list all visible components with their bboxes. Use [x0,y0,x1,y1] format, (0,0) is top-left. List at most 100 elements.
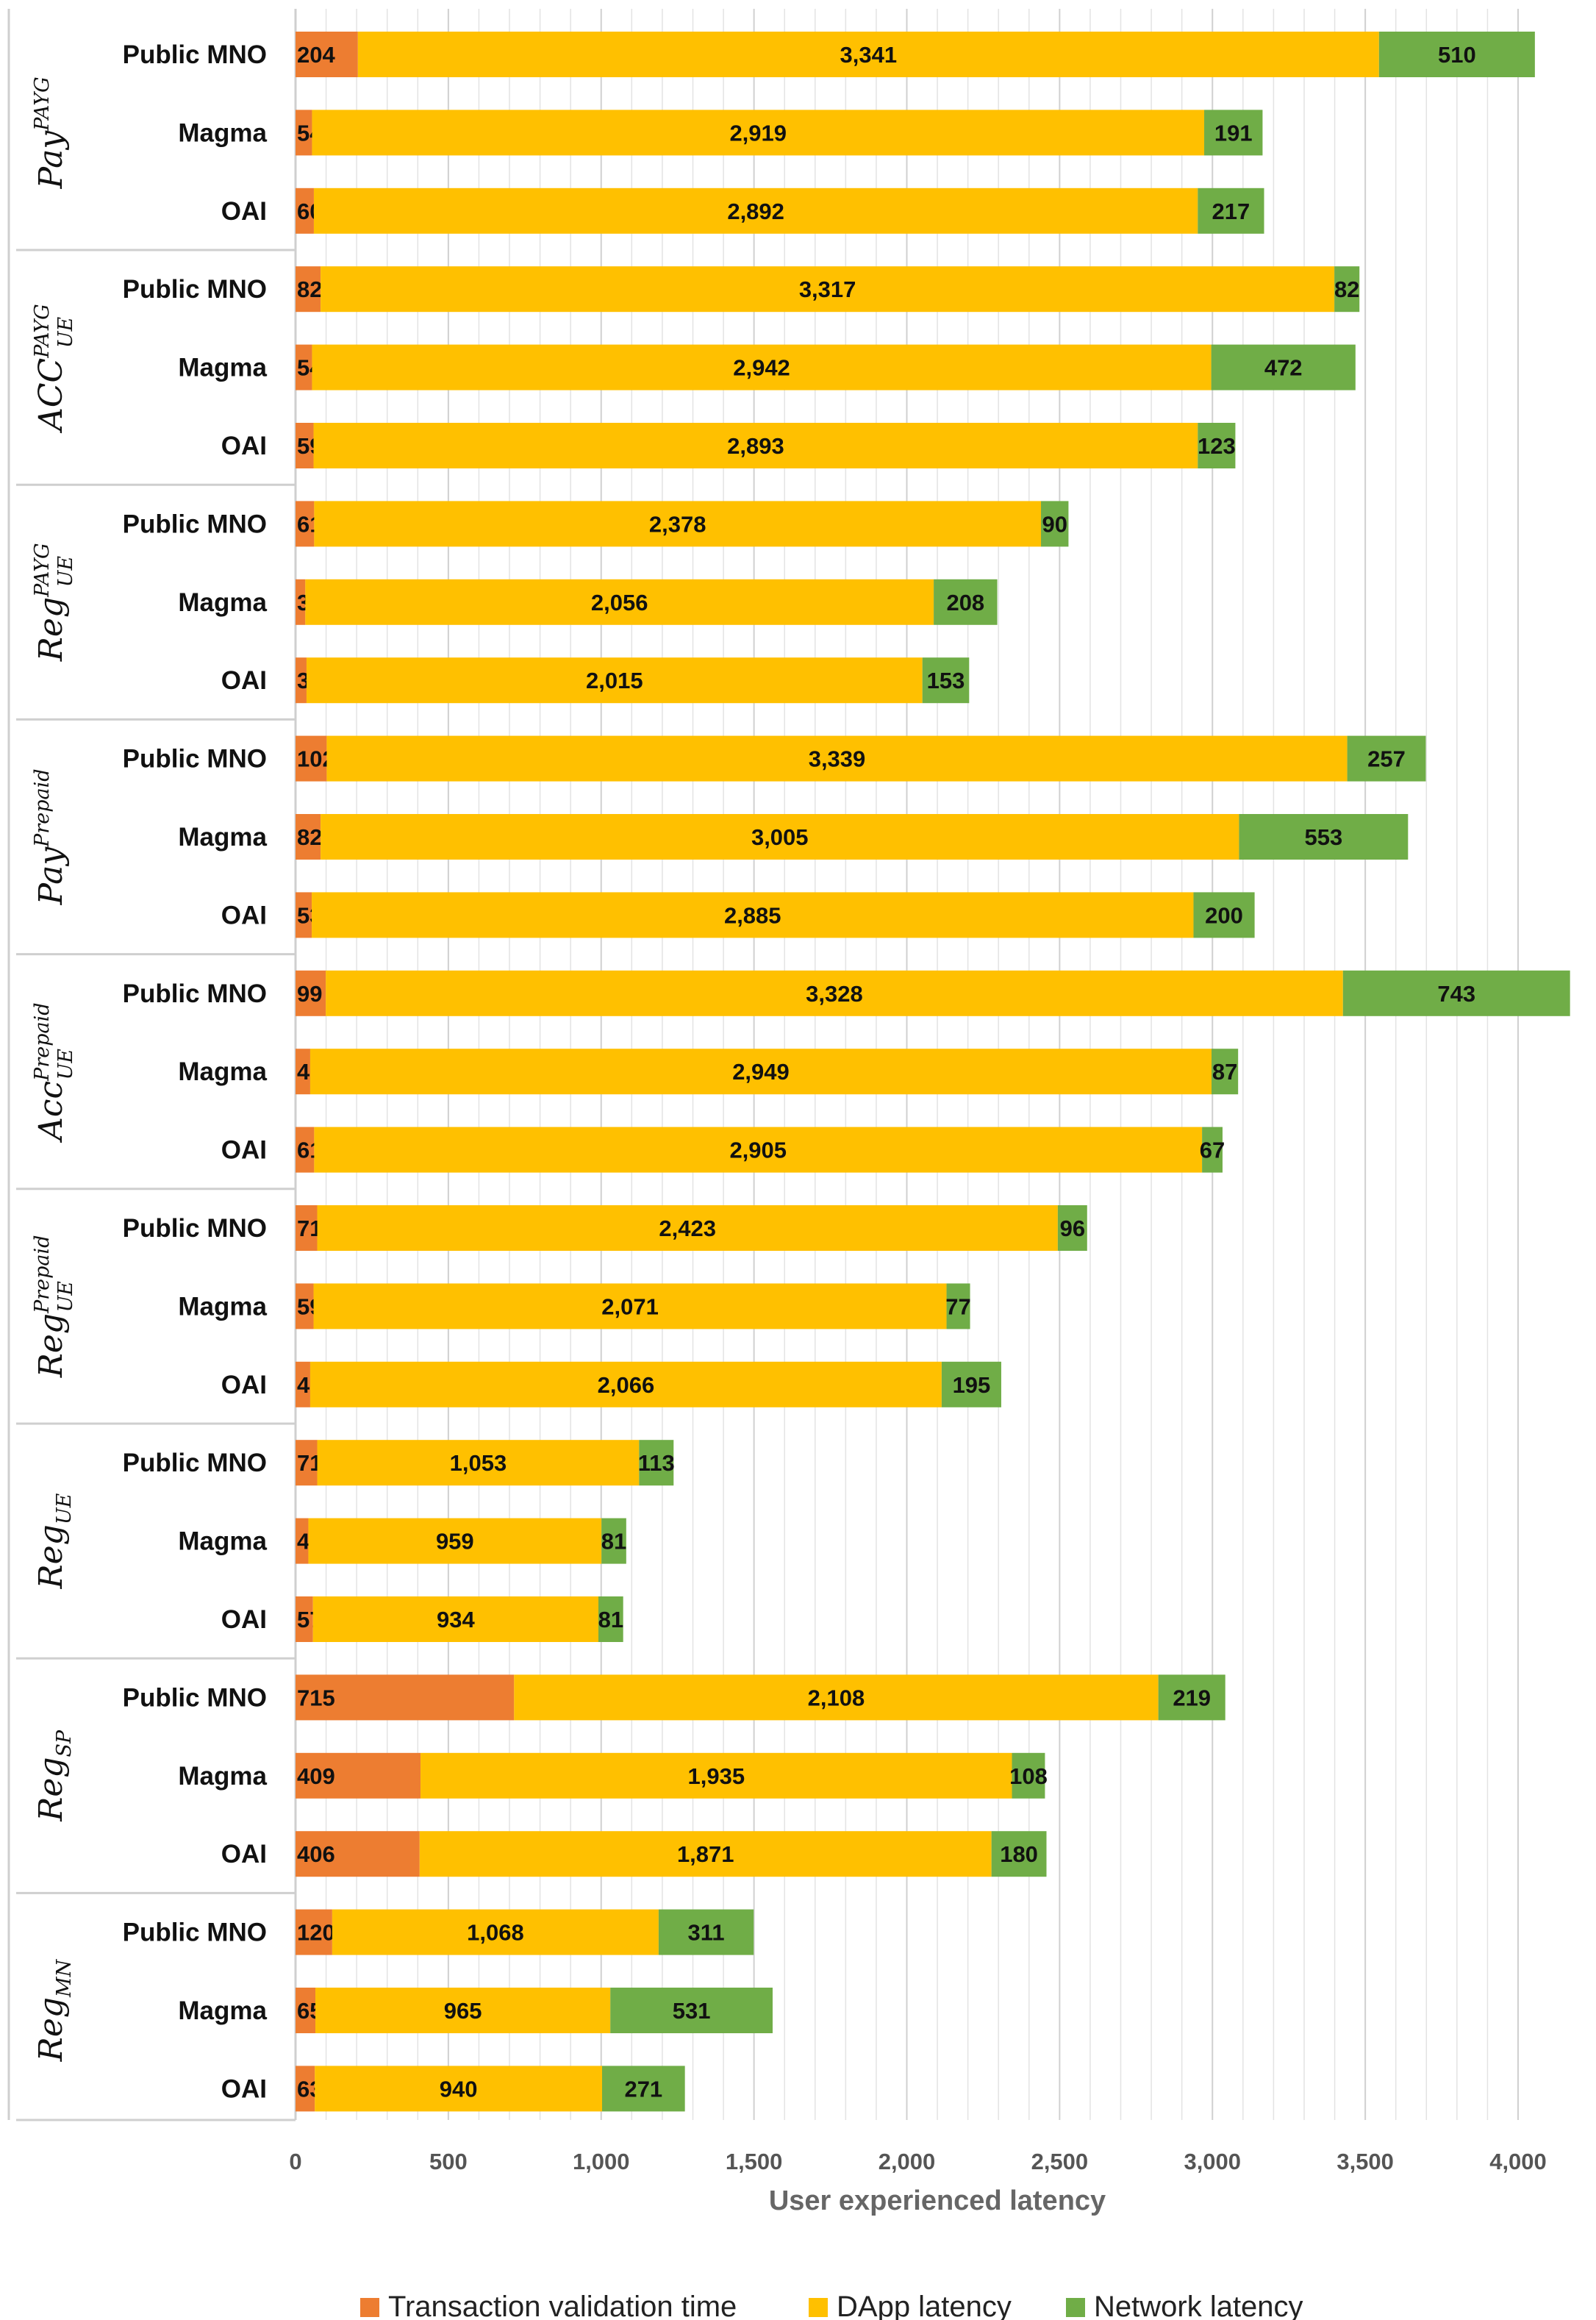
data-label: 180 [1000,1841,1038,1867]
data-label: 82 [1334,276,1359,302]
data-label: 3,005 [751,824,809,850]
system-label: OAI [221,2074,267,2103]
data-label: 2,066 [598,1372,655,1398]
bar-segment [296,1596,313,1642]
data-label: 409 [297,1763,335,1789]
data-label: 2,892 [727,199,784,224]
data-label: 2,015 [586,668,643,693]
bar-segment [598,1596,623,1642]
bar-segment [1198,188,1264,234]
bar-segment [313,188,1198,234]
system-label: Magma [178,588,267,617]
group-label-base: Pay [32,846,70,906]
bar-segment [312,892,1194,938]
bar-segment [296,814,321,860]
system-label: Magma [178,1292,267,1321]
bar-segment [296,1127,315,1173]
system-label: Public MNO [123,1683,267,1712]
x-tick-label: 2,500 [1031,2149,1089,2174]
bar-segment [313,1283,947,1329]
system-label: Public MNO [123,745,267,774]
data-label: 257 [1367,746,1406,772]
data-label: 82 [297,824,322,850]
x-tick-label: 3,000 [1184,2149,1241,2174]
data-label: 2,949 [732,1059,790,1085]
system-label: Public MNO [123,1214,267,1243]
data-label: 715 [297,1685,335,1710]
x-axis: User experienced latency 0 500 1,000 1,500 2… [289,2149,1546,2216]
system-label: OAI [221,1136,267,1165]
data-label: 99 [297,981,322,1007]
x-tick-label: 3,500 [1336,2149,1394,2174]
bar-segment [321,266,1335,313]
system-label: Public MNO [123,979,267,1008]
bar-segment [639,1440,674,1486]
bar-segment [296,1909,332,1955]
bar-segment [296,1674,515,1721]
data-label: 191 [1214,120,1253,146]
group-label: RegUE [32,1493,76,1589]
data-label: 1,053 [450,1450,507,1476]
system-label: Magma [178,354,267,382]
bar-segment [658,1909,754,1955]
group-label: PayPAYG [31,76,70,189]
bar-segment [309,1361,942,1407]
x-tick-label: 1,000 [573,2149,630,2174]
legend: Transaction validation time DApp latency N… [360,2291,1303,2320]
bar-segment [296,1049,310,1095]
bar-segment [309,1049,1212,1095]
group-label-base: Acc [32,1081,70,1143]
system-label: Public MNO [123,510,267,538]
bar-segment [305,579,934,625]
bar-segment [315,1988,611,2033]
bar-segment [296,188,314,234]
data-label: 87 [1212,1059,1237,1085]
system-label: Magma [178,823,267,852]
data-label: 200 [1205,902,1243,928]
bar-segment [1212,1049,1239,1095]
bar-segment [296,423,314,468]
data-label: 2,071 [601,1293,659,1319]
data-label: 934 [437,1607,475,1632]
data-label: 1,871 [677,1841,734,1867]
data-label: 3,339 [809,746,866,772]
bar-segment [315,2066,602,2112]
data-label: 120 [297,1920,335,1946]
system-label: OAI [221,1840,267,1869]
data-label: 531 [673,1998,711,2024]
data-label: 204 [297,42,335,68]
data-label: 81 [598,1607,623,1632]
data-label: 81 [601,1529,626,1555]
data-label: 195 [953,1372,991,1398]
bar-segment [1211,344,1356,390]
data-label: 2,893 [727,433,784,459]
bar-segment [332,1909,659,1955]
data-label: 67 [1200,1138,1225,1163]
bar-segment [314,501,1042,547]
group-label-base: Reg [32,1524,70,1589]
group-label-sup: PAYG [31,304,54,359]
system-label: OAI [221,432,267,460]
bar-segment [296,970,326,1016]
bar-segment [326,970,1343,1016]
group-label-sub: SP [53,1730,76,1757]
legend-swatch [360,2298,379,2317]
bar-segment [946,1283,970,1329]
data-label: 217 [1212,199,1250,224]
system-label: Public MNO [123,1919,267,1947]
bar-segment [296,579,306,625]
bar-segment [321,814,1239,860]
data-label: 311 [688,1920,725,1946]
group-label-base: Reg [32,1757,70,1821]
data-label: 82 [297,276,322,302]
bar-segment [934,579,998,625]
bar-segment [306,657,923,704]
group-label: RegPAYGUE [31,543,77,662]
bar-segment [601,2066,685,2112]
data-label: 510 [1438,42,1476,68]
bar-segment [317,1440,640,1486]
group-label: ACCPAYGUE [31,304,77,434]
group-label-sup: PAYG [31,543,54,598]
group-label: RegPrepaidUE [31,1235,77,1379]
